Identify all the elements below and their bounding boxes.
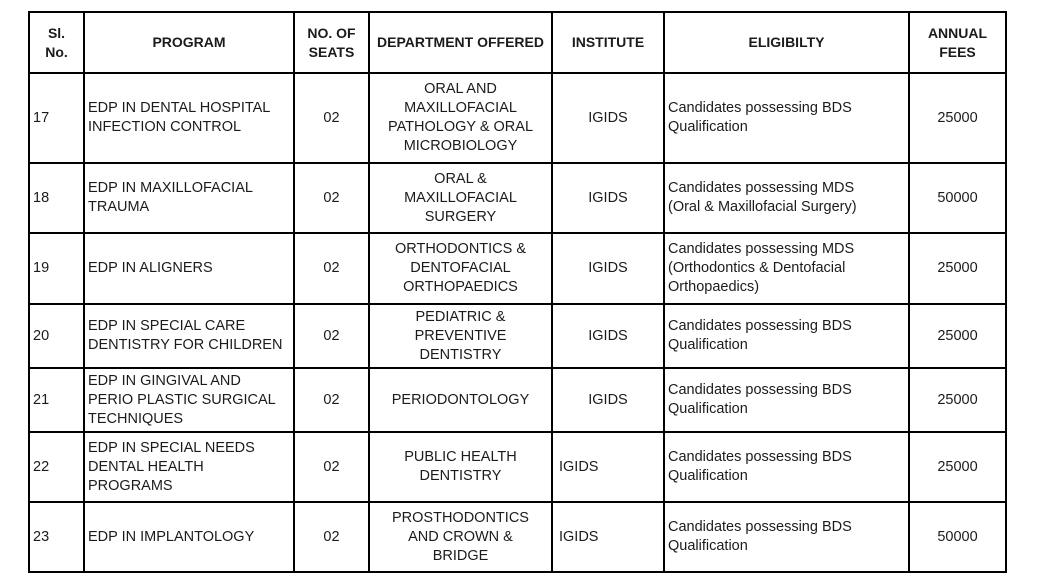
col-header-program: PROGRAM bbox=[83, 11, 295, 74]
cell-seats: 02 bbox=[293, 303, 370, 369]
cell-department: PUBLIC HEALTH DENTISTRY bbox=[368, 431, 553, 503]
cell-sl-no: 21 bbox=[28, 367, 85, 433]
cell-department: ORAL & MAXILLOFACIAL SURGERY bbox=[368, 162, 553, 234]
table-row-21: 21 EDP IN GINGIVAL AND PERIO PLASTIC SUR… bbox=[28, 367, 1007, 433]
cell-sl-no: 22 bbox=[28, 431, 85, 503]
cell-annual-fees: 25000 bbox=[908, 431, 1007, 503]
cell-eligibility: Candidates possessing BDS Qualification bbox=[663, 501, 910, 573]
table-row-18: 18 EDP IN MAXILLOFACIAL TRAUMA 02 ORAL &… bbox=[28, 162, 1007, 234]
cell-institute: IGIDS bbox=[551, 501, 665, 573]
header-row: Sl. No. PROGRAM NO. OF SEATS DEPARTMENT … bbox=[28, 11, 1007, 74]
cell-program: EDP IN DENTAL HOSPITAL INFECTION CONTROL bbox=[83, 72, 295, 164]
cell-eligibility: Candidates possessing BDS Qualification bbox=[663, 431, 910, 503]
cell-sl-no: 17 bbox=[28, 72, 85, 164]
cell-seats: 02 bbox=[293, 501, 370, 573]
program-fees-table: Sl. No. PROGRAM NO. OF SEATS DEPARTMENT … bbox=[28, 11, 1007, 573]
cell-institute: IGIDS bbox=[551, 303, 665, 369]
cell-department: ORTHODONTICS & DENTOFACIAL ORTHOPAEDICS bbox=[368, 232, 553, 305]
table-row-20: 20 EDP IN SPECIAL CARE DENTISTRY FOR CHI… bbox=[28, 303, 1007, 369]
cell-program: EDP IN GINGIVAL AND PERIO PLASTIC SURGIC… bbox=[83, 367, 295, 433]
table-row-22: 22 EDP IN SPECIAL NEEDS DENTAL HEALTH PR… bbox=[28, 431, 1007, 503]
cell-institute: IGIDS bbox=[551, 367, 665, 433]
cell-sl-no: 20 bbox=[28, 303, 85, 369]
cell-institute: IGIDS bbox=[551, 232, 665, 305]
table-row-23: 23 EDP IN IMPLANTOLOGY 02 PROSTHODONTICS… bbox=[28, 501, 1007, 573]
cell-department: PEDIATRIC & PREVENTIVE DENTISTRY bbox=[368, 303, 553, 369]
cell-seats: 02 bbox=[293, 72, 370, 164]
cell-annual-fees: 50000 bbox=[908, 501, 1007, 573]
cell-department: PERIODONTOLOGY bbox=[368, 367, 553, 433]
col-header-eligibility: ELIGIBILTY bbox=[663, 11, 910, 74]
cell-institute: IGIDS bbox=[551, 72, 665, 164]
col-header-department-offered: DEPARTMENT OFFERED bbox=[368, 11, 553, 74]
cell-sl-no: 18 bbox=[28, 162, 85, 234]
col-header-annual-fees: ANNUAL FEES bbox=[908, 11, 1007, 74]
cell-annual-fees: 25000 bbox=[908, 303, 1007, 369]
col-header-institute: INSTITUTE bbox=[551, 11, 665, 74]
cell-seats: 02 bbox=[293, 431, 370, 503]
cell-annual-fees: 25000 bbox=[908, 367, 1007, 433]
cell-eligibility: Candidates possessing MDS (Orthodontics … bbox=[663, 232, 910, 305]
col-header-sl-no: Sl. No. bbox=[28, 11, 85, 74]
cell-program: EDP IN MAXILLOFACIAL TRAUMA bbox=[83, 162, 295, 234]
cell-seats: 02 bbox=[293, 367, 370, 433]
cell-eligibility: Candidates possessing BDS Qualification bbox=[663, 367, 910, 433]
cell-department: ORAL AND MAXILLOFACIAL PATHOLOGY & ORAL … bbox=[368, 72, 553, 164]
cell-program: EDP IN ALIGNERS bbox=[83, 232, 295, 305]
cell-program: EDP IN SPECIAL NEEDS DENTAL HEALTH PROGR… bbox=[83, 431, 295, 503]
table-row-17: 17 EDP IN DENTAL HOSPITAL INFECTION CONT… bbox=[28, 72, 1007, 164]
cell-sl-no: 23 bbox=[28, 501, 85, 573]
cell-annual-fees: 25000 bbox=[908, 72, 1007, 164]
cell-institute: IGIDS bbox=[551, 431, 665, 503]
cell-eligibility: Candidates possessing BDS Qualification bbox=[663, 72, 910, 164]
cell-program: EDP IN SPECIAL CARE DENTISTRY FOR CHILDR… bbox=[83, 303, 295, 369]
cell-program: EDP IN IMPLANTOLOGY bbox=[83, 501, 295, 573]
cell-eligibility: Candidates possessing MDS (Oral & Maxill… bbox=[663, 162, 910, 234]
cell-seats: 02 bbox=[293, 232, 370, 305]
cell-institute: IGIDS bbox=[551, 162, 665, 234]
cell-department: PROSTHODONTICS AND CROWN & BRIDGE bbox=[368, 501, 553, 573]
cell-seats: 02 bbox=[293, 162, 370, 234]
table-row-19: 19 EDP IN ALIGNERS 02 ORTHODONTICS & DEN… bbox=[28, 232, 1007, 305]
cell-eligibility: Candidates possessing BDS Qualification bbox=[663, 303, 910, 369]
col-header-no-of-seats: NO. OF SEATS bbox=[293, 11, 370, 74]
cell-annual-fees: 25000 bbox=[908, 232, 1007, 305]
cell-annual-fees: 50000 bbox=[908, 162, 1007, 234]
cell-sl-no: 19 bbox=[28, 232, 85, 305]
